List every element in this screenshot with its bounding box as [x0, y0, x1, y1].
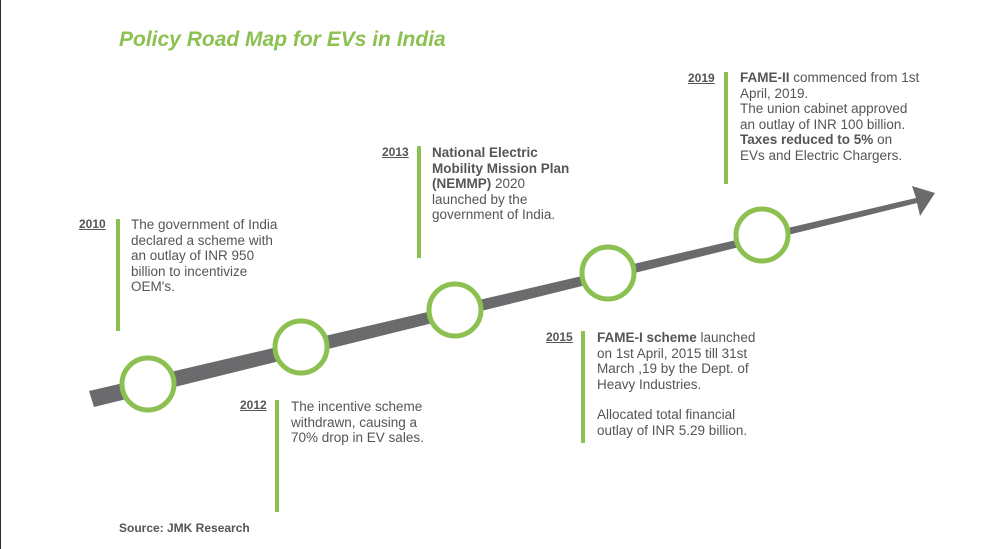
event-year-2010: 2010 — [79, 217, 106, 231]
milestone-circle-2019 — [733, 206, 791, 264]
milestone-circle-2010 — [119, 355, 177, 413]
event-2012-line-0: The incentive scheme withdrawn, causing … — [291, 399, 424, 445]
milestone-circle-2013 — [426, 281, 484, 339]
event-year-2012: 2012 — [240, 398, 267, 412]
event-description-2012: The incentive scheme withdrawn, causing … — [291, 399, 431, 446]
milestone-circle-2015 — [579, 244, 637, 302]
left-edge-line — [0, 0, 1, 549]
event-2015-line-1: Allocated total financial outlay of INR … — [597, 407, 748, 438]
event-2010-line-0: The government of India declared a schem… — [131, 217, 278, 294]
event-description-2015: FAME-I scheme launched on 1st April, 201… — [597, 330, 772, 438]
event-2019-line-0: FAME-II commenced from 1st April, 2019. — [740, 70, 920, 101]
event-bar-2013 — [417, 146, 421, 258]
event-year-2019: 2019 — [688, 71, 715, 85]
event-description-2019: FAME-II commenced from 1st April, 2019. … — [740, 70, 920, 163]
event-year-2015: 2015 — [546, 330, 573, 344]
milestone-circle-2012 — [272, 318, 330, 376]
event-description-2013: National Electric Mobility Mission Plan … — [432, 145, 574, 223]
event-bar-2010 — [116, 219, 120, 331]
event-2013-line-0: National Electric Mobility Mission Plan … — [432, 145, 570, 222]
event-description-2010: The government of India declared a schem… — [131, 217, 291, 295]
source-note: Source: JMK Research — [119, 521, 250, 535]
event-2015-line-0: FAME-I scheme launched on 1st April, 201… — [597, 330, 756, 392]
page-title: Policy Road Map for EVs in India — [119, 28, 446, 51]
event-bar-2015 — [581, 331, 585, 443]
event-year-2013: 2013 — [382, 145, 409, 159]
event-bar-2012 — [275, 400, 279, 512]
event-2019-line-1: The union cabinet approved an outlay of … — [740, 101, 908, 132]
event-bar-2019 — [724, 72, 728, 184]
event-2019-line-2: Taxes reduced to 5% on EVs and Electric … — [740, 132, 903, 163]
